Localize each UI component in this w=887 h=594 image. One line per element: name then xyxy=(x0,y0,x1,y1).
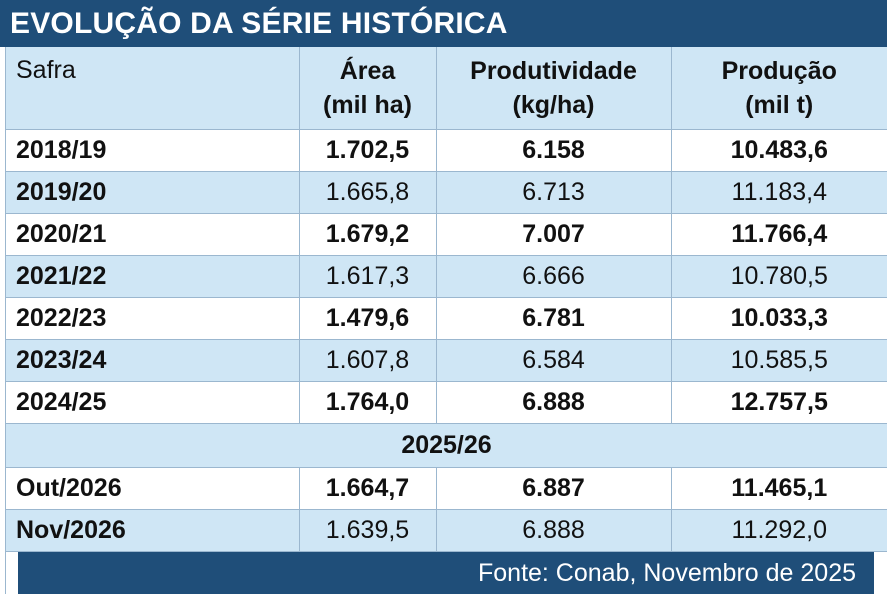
table-row: 2021/22 1.617,3 6.666 10.780,5 xyxy=(6,255,887,298)
cell-area: 1.664,7 xyxy=(299,467,437,510)
cell-produtividade: 6.713 xyxy=(436,171,672,214)
cell-safra: 2024/25 xyxy=(6,381,300,424)
cell-producao: 11.465,1 xyxy=(671,467,887,510)
table-row: 2020/21 1.679,2 7.007 11.766,4 xyxy=(6,213,887,256)
cell-safra: 2023/24 xyxy=(6,339,300,382)
column-header-area: Área (mil ha) xyxy=(299,47,437,130)
cell-safra: 2021/22 xyxy=(6,255,300,298)
cell-producao: 11.766,4 xyxy=(671,213,887,256)
cell-area: 1.679,2 xyxy=(299,213,437,256)
cell-safra: 2018/19 xyxy=(6,129,300,172)
cell-produtividade: 6.887 xyxy=(436,467,672,510)
table-header-row: Safra Área (mil ha) Produtividade (kg/ha) … xyxy=(6,47,887,130)
cell-produtividade: 6.888 xyxy=(436,509,672,552)
cell-safra: 2019/20 xyxy=(6,171,300,214)
cell-safra: Nov/2026 xyxy=(6,509,300,552)
cell-produtividade: 7.007 xyxy=(436,213,672,256)
cell-producao: 11.183,4 xyxy=(671,171,887,214)
cell-area: 1.665,8 xyxy=(299,171,437,214)
table-row: Nov/2026 1.639,5 6.888 11.292,0 xyxy=(6,509,887,552)
column-header-producao: Produção (mil t) xyxy=(671,47,887,130)
cell-produtividade: 6.666 xyxy=(436,255,672,298)
cell-area: 1.617,3 xyxy=(299,255,437,298)
cell-produtividade: 6.888 xyxy=(436,381,672,424)
cell-area: 1.764,0 xyxy=(299,381,437,424)
cell-area: 1.639,5 xyxy=(299,509,437,552)
section-label: 2025/26 xyxy=(6,423,887,468)
cell-area: 1.702,5 xyxy=(299,129,437,172)
table-row: 2024/25 1.764,0 6.888 12.757,5 xyxy=(6,381,887,424)
table-row: 2023/24 1.607,8 6.584 10.585,5 xyxy=(6,339,887,382)
section-row: 2025/26 xyxy=(6,423,887,468)
cell-producao: 10.033,3 xyxy=(671,297,887,340)
left-margin xyxy=(0,47,6,594)
cell-produtividade: 6.584 xyxy=(436,339,672,382)
cell-produtividade: 6.158 xyxy=(436,129,672,172)
cell-producao: 10.780,5 xyxy=(671,255,887,298)
cell-area: 1.607,8 xyxy=(299,339,437,382)
cell-produtividade: 6.781 xyxy=(436,297,672,340)
historical-series-table: Safra Área (mil ha) Produtividade (kg/ha) … xyxy=(6,47,887,552)
cell-producao: 11.292,0 xyxy=(671,509,887,552)
source-footer: Fonte: Conab, Novembro de 2025 xyxy=(18,552,874,594)
table-row: 2022/23 1.479,6 6.781 10.033,3 xyxy=(6,297,887,340)
table-row: Out/2026 1.664,7 6.887 11.465,1 xyxy=(6,467,887,510)
cell-safra: 2020/21 xyxy=(6,213,300,256)
cell-safra: Out/2026 xyxy=(6,467,300,510)
cell-producao: 10.483,6 xyxy=(671,129,887,172)
cell-safra: 2022/23 xyxy=(6,297,300,340)
table-title: EVOLUÇÃO DA SÉRIE HISTÓRICA xyxy=(0,0,887,47)
cell-producao: 10.585,5 xyxy=(671,339,887,382)
cell-area: 1.479,6 xyxy=(299,297,437,340)
cell-producao: 12.757,5 xyxy=(671,381,887,424)
column-header-produtividade: Produtividade (kg/ha) xyxy=(436,47,672,130)
column-header-safra: Safra xyxy=(6,47,300,130)
table-row: 2019/20 1.665,8 6.713 11.183,4 xyxy=(6,171,887,214)
table-row: 2018/19 1.702,5 6.158 10.483,6 xyxy=(6,129,887,172)
